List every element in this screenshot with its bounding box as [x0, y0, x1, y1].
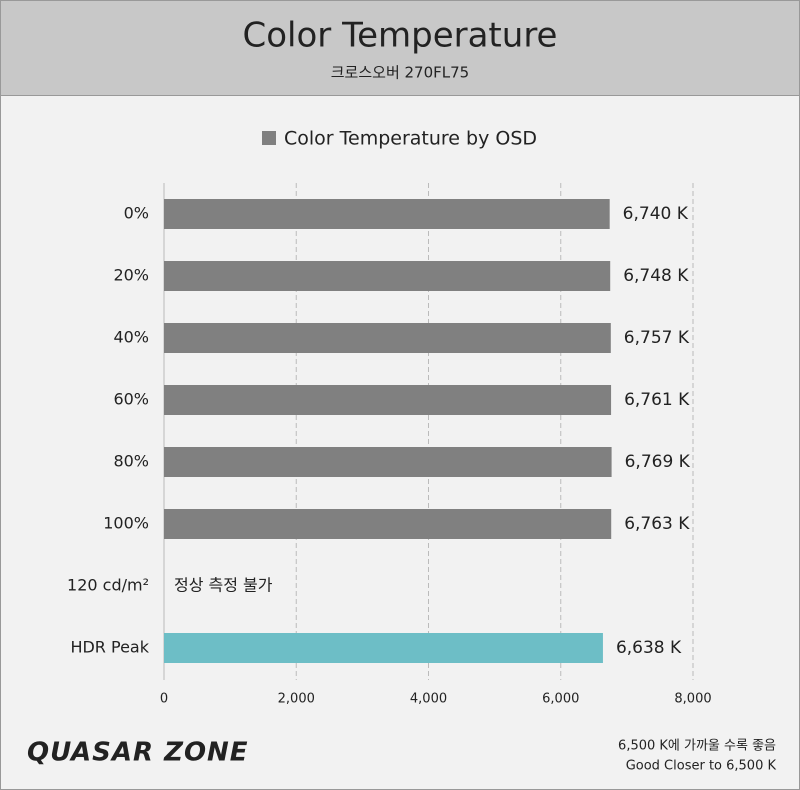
bar: [164, 633, 603, 663]
logo: QUASAR ZONE: [27, 738, 249, 768]
value-label: 6,761 K: [624, 390, 690, 410]
y-tick-label: 80%: [113, 452, 149, 471]
value-label: 6,757 K: [624, 328, 690, 348]
bar: [164, 261, 611, 291]
value-label: 6,638 K: [616, 638, 682, 658]
value-label: 6,769 K: [625, 452, 691, 472]
header-band: [0, 0, 800, 96]
y-tick-label: HDR Peak: [70, 638, 149, 657]
x-tick-label: 2,000: [278, 692, 315, 707]
bar: [164, 385, 612, 415]
x-tick-label: 0: [160, 692, 168, 707]
bar: [164, 509, 612, 539]
annotation: 정상 측정 불가: [174, 576, 273, 595]
y-tick-label: 20%: [113, 266, 149, 285]
x-tick-label: 6,000: [542, 692, 579, 707]
bar: [164, 199, 610, 229]
bar: [164, 323, 611, 353]
bar: [164, 447, 612, 477]
y-tick-label: 0%: [124, 204, 149, 223]
x-tick-label: 4,000: [410, 692, 447, 707]
y-tick-label: 40%: [113, 328, 149, 347]
footer-note: 6,500 K에 가까울 수록 좋음: [618, 739, 776, 754]
y-tick-label: 60%: [113, 390, 149, 409]
legend-swatch: [262, 131, 276, 145]
value-label: 6,748 K: [623, 266, 689, 286]
legend-label: Color Temperature by OSD: [284, 128, 537, 150]
y-tick-label: 100%: [103, 514, 149, 533]
value-label: 6,740 K: [623, 204, 689, 224]
title: Color Temperature: [243, 16, 558, 56]
footer-note: Good Closer to 6,500 K: [626, 759, 777, 774]
subtitle: 크로스오버 270FL75: [331, 64, 469, 82]
value-label: 6,763 K: [624, 514, 690, 534]
x-tick-label: 8,000: [674, 692, 711, 707]
y-tick-label: 120 cd/m²: [67, 576, 149, 595]
